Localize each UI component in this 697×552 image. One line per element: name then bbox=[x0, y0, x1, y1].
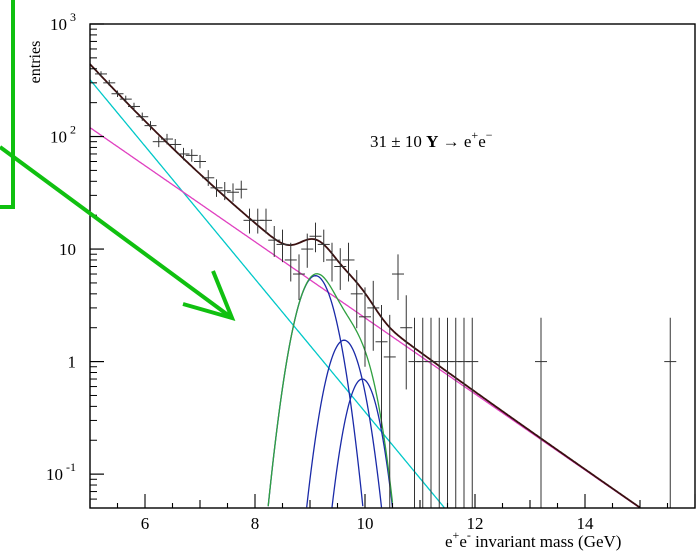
highlight-arrow-line bbox=[0, 145, 234, 320]
y-axis-label: entries bbox=[27, 41, 44, 84]
curve-layer bbox=[89, 63, 641, 509]
x-tick-label: 8 bbox=[251, 514, 260, 533]
x-tick-label: 14 bbox=[577, 514, 595, 533]
y-tick-label: 10 3 bbox=[50, 10, 76, 34]
annotation-label: 31 ± 10 Υ → e+e− bbox=[370, 128, 493, 151]
plot-frame bbox=[89, 23, 696, 509]
highlight-annotation bbox=[0, 0, 236, 322]
data-point-layer bbox=[95, 71, 677, 508]
y-tick-label: 10 -1 bbox=[46, 460, 76, 484]
x-axis-label: e+e- invariant mass (GeV) bbox=[445, 528, 621, 551]
highlight-arrow-head bbox=[182, 270, 236, 322]
fit-curve-4 bbox=[331, 378, 394, 508]
x-tick-label: 12 bbox=[467, 514, 484, 533]
fit-curve-0 bbox=[89, 79, 445, 508]
x-tick-label: 10 bbox=[357, 514, 374, 533]
y-tick-label: 1 bbox=[68, 353, 77, 372]
x-tick-label: 6 bbox=[141, 514, 150, 533]
highlight-box bbox=[0, 0, 15, 209]
y-axis: 10 -1 1 10 10 2 10 3 bbox=[46, 10, 104, 509]
fit-curve-6 bbox=[89, 63, 641, 509]
fit-curve-5 bbox=[267, 273, 394, 507]
fit-curve-3 bbox=[306, 339, 383, 508]
y-tick-label: 10 2 bbox=[50, 123, 76, 147]
x-axis: 6 8 10 12 14 bbox=[89, 494, 696, 533]
y-tick-label: 10 bbox=[59, 240, 76, 259]
